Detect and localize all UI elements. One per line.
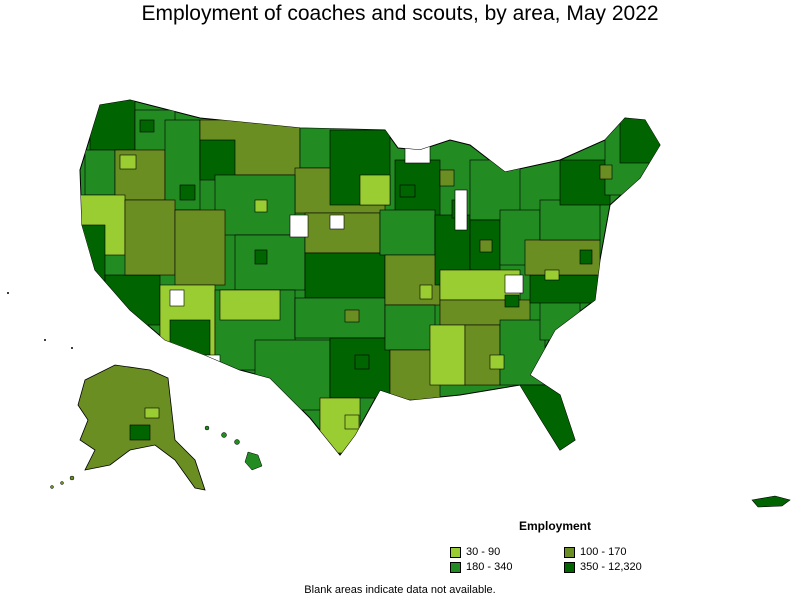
hawaii-island — [234, 439, 240, 445]
region-fl — [519, 384, 581, 455]
region-me — [619, 117, 660, 164]
legend-item-180-340: 180 - 340 — [450, 561, 512, 573]
area-patch — [139, 119, 155, 133]
island-dot — [71, 347, 73, 349]
area-patch — [254, 249, 268, 265]
legend-swatch — [450, 546, 461, 558]
region-ca-south — [104, 274, 161, 326]
area-patch — [544, 269, 560, 281]
area-patch — [489, 354, 505, 370]
region-sc — [539, 299, 581, 341]
area-patch — [504, 294, 520, 308]
footnote: Blank areas indicate data not available. — [304, 584, 496, 596]
area-patch — [119, 154, 137, 170]
legend-item-30-90: 30 - 90 — [450, 546, 500, 558]
area-patch — [599, 164, 613, 180]
hawaii-big-island — [244, 451, 263, 471]
region-ms — [429, 324, 466, 386]
legend-label: 100 - 170 — [580, 546, 627, 558]
region-tx-west — [254, 339, 331, 411]
legend-title: Employment — [518, 519, 591, 533]
legend-label: 350 - 12,320 — [580, 561, 642, 573]
area-patch — [179, 184, 196, 201]
legend-swatch — [450, 561, 461, 573]
area-patch — [344, 309, 360, 323]
area-patch — [479, 239, 493, 253]
hawaii-island — [221, 432, 227, 438]
aleutian-island — [60, 481, 64, 485]
region-nm-north — [219, 289, 281, 321]
area-patch — [419, 284, 433, 300]
area-patch — [439, 169, 455, 187]
region-wa-west — [89, 100, 136, 151]
area-patch — [354, 354, 370, 370]
region-co — [234, 234, 306, 291]
area-patch — [254, 199, 268, 213]
no-data-area — [169, 289, 185, 307]
alaska-region-center — [144, 407, 160, 419]
no-data-area — [454, 189, 468, 231]
puerto-rico-shape — [751, 495, 791, 508]
island-dot — [7, 292, 9, 294]
legend-label: 30 - 90 — [466, 546, 501, 558]
no-data-area — [504, 274, 524, 294]
no-data-area — [289, 214, 309, 238]
region-ks — [304, 252, 386, 299]
region-mo — [384, 254, 441, 306]
legend-item-100-170: 100 - 170 — [564, 546, 626, 558]
region-ar — [384, 304, 436, 351]
region-ok — [294, 297, 386, 339]
hawaii-island — [204, 425, 210, 431]
region-ut — [174, 209, 226, 286]
area-patch — [579, 249, 593, 265]
region-ga — [499, 319, 546, 386]
area-patch — [344, 414, 360, 430]
legend-swatch — [564, 546, 575, 558]
area-patch — [559, 329, 573, 345]
legend-item-350-12320: 350 - 12,320 — [564, 561, 642, 573]
island-dot — [44, 339, 46, 341]
no-data-area — [329, 214, 345, 230]
aleutian-island — [69, 475, 75, 481]
region-nv — [124, 199, 176, 276]
legend-swatch — [564, 561, 575, 573]
region-or-west — [84, 149, 116, 196]
region-pa — [539, 199, 601, 241]
map-title: Employment of coaches and scouts, by are… — [141, 2, 659, 25]
region-ia — [379, 209, 436, 256]
region-mn-center — [359, 174, 391, 206]
area-patch — [399, 184, 416, 198]
alaska-region-south — [129, 424, 151, 441]
region-nc — [529, 274, 601, 304]
region-ca-coast — [80, 224, 106, 311]
aleutian-island — [50, 485, 54, 489]
legend-label: 180 - 340 — [466, 561, 513, 573]
region-mt-west — [199, 139, 236, 181]
